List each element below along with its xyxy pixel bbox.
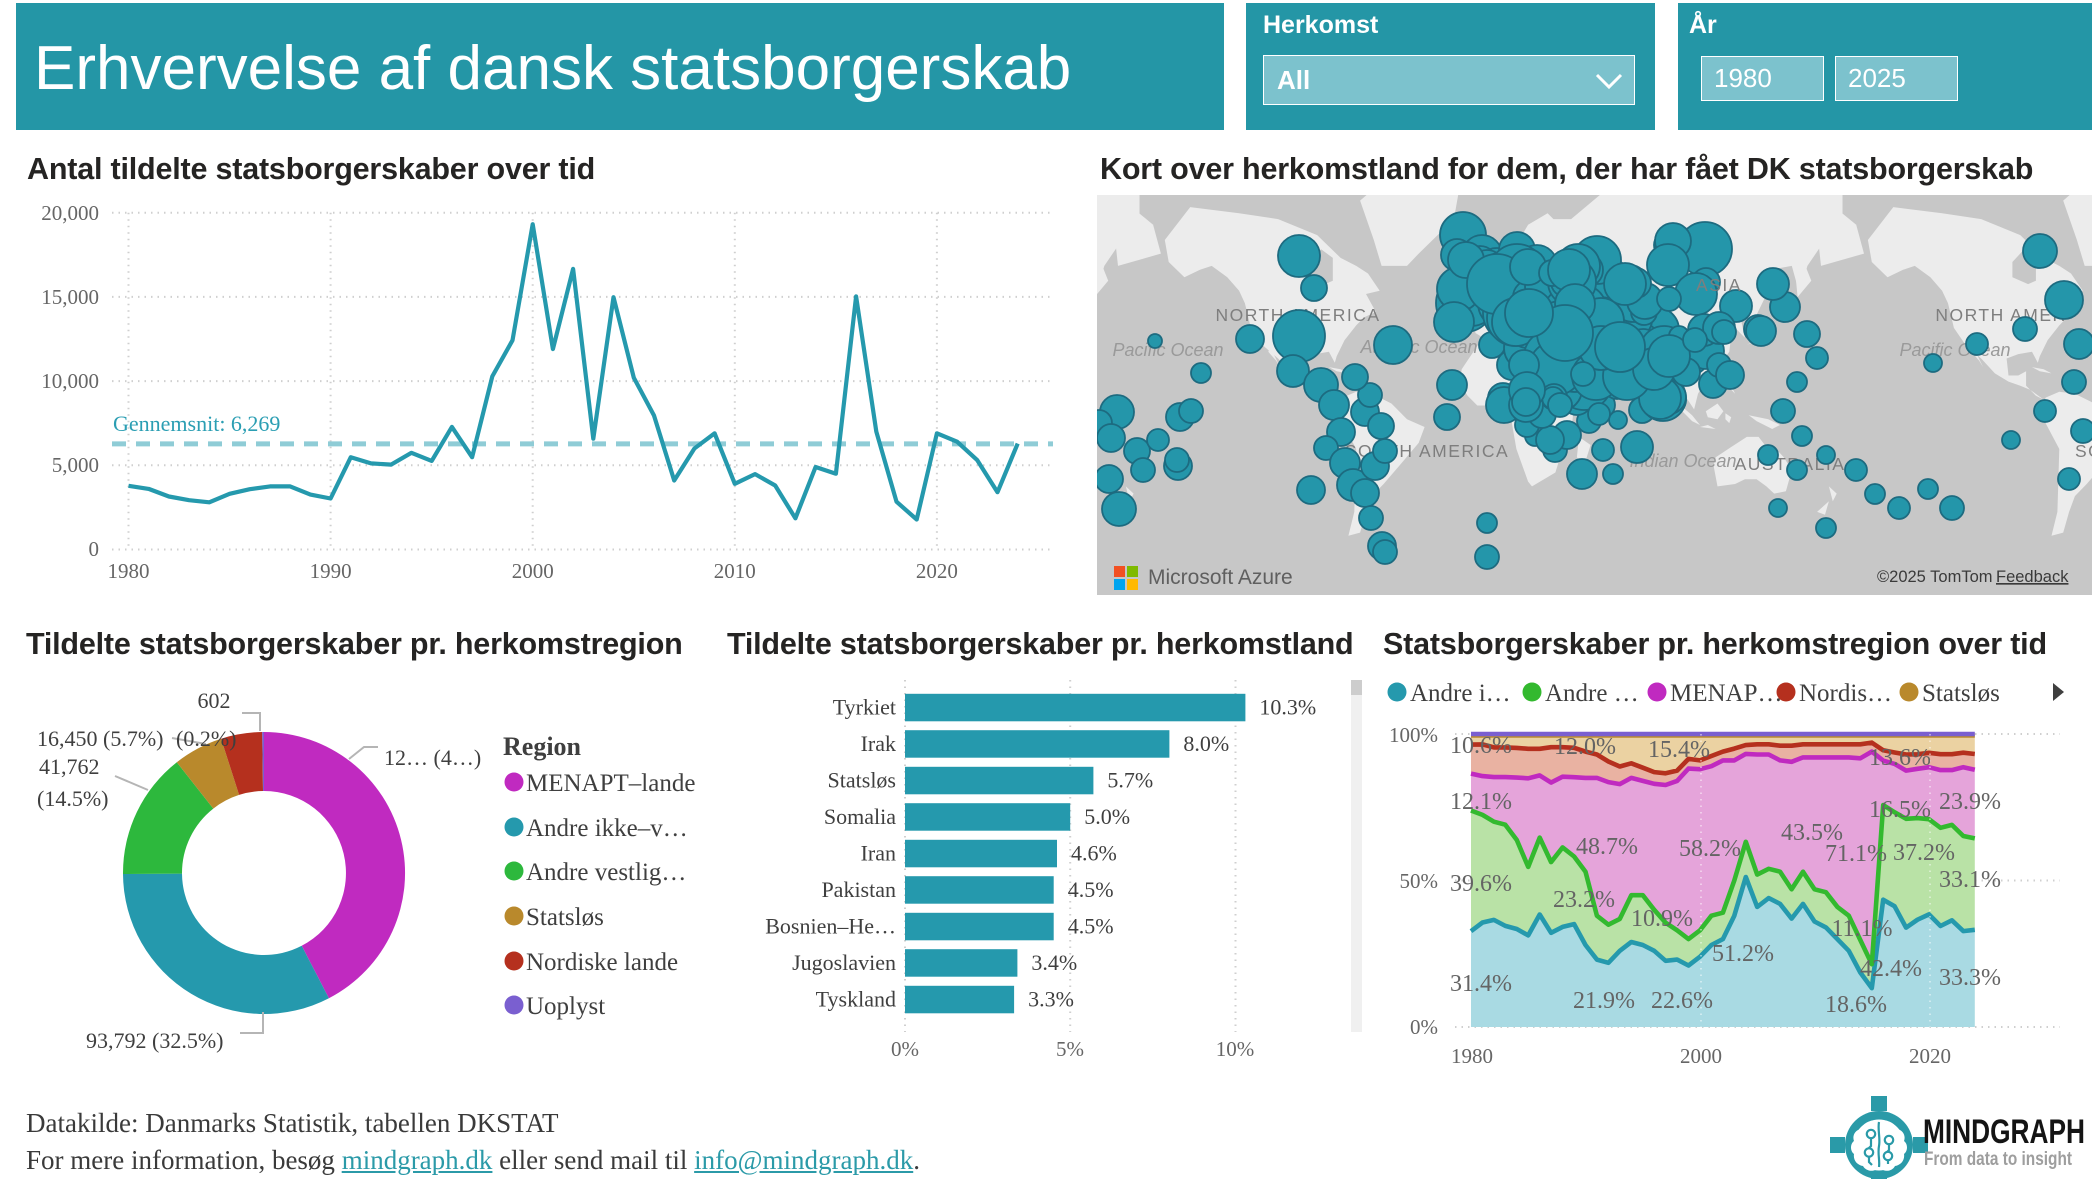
svg-text:51.2%: 51.2% — [1712, 941, 1774, 967]
svg-text:602: 602 — [198, 688, 231, 713]
svg-text:5.7%: 5.7% — [1107, 768, 1153, 793]
svg-text:18.6%: 18.6% — [1825, 992, 1887, 1018]
svg-text:23.9%: 23.9% — [1939, 789, 2001, 815]
svg-text:15,000: 15,000 — [41, 285, 99, 309]
svg-text:12.0%: 12.0% — [1554, 734, 1616, 760]
svg-text:10.3%: 10.3% — [1259, 695, 1316, 720]
svg-text:2010: 2010 — [714, 559, 756, 583]
svg-text:100%: 100% — [1389, 723, 1438, 747]
svg-text:2000: 2000 — [512, 559, 554, 583]
svg-text:Pakistan: Pakistan — [821, 877, 896, 902]
svg-text:1980: 1980 — [1451, 1044, 1493, 1068]
svg-text:2020: 2020 — [916, 559, 958, 583]
svg-text:SO: SO — [2075, 441, 2092, 461]
svg-text:71.1%: 71.1% — [1825, 841, 1887, 867]
svg-text:(14.5%): (14.5%) — [37, 786, 108, 811]
svg-text:4.5%: 4.5% — [1068, 877, 1114, 902]
svg-text:50%: 50% — [1400, 869, 1439, 893]
svg-text:33.1%: 33.1% — [1939, 867, 2001, 893]
svg-text:22.6%: 22.6% — [1651, 988, 1713, 1014]
svg-text:Nordis…: Nordis… — [1799, 680, 1892, 707]
svg-text:Indian Ocean: Indian Ocean — [1629, 451, 1736, 471]
svg-text:Statsløs: Statsløs — [1922, 680, 2000, 707]
svg-text:31.4%: 31.4% — [1450, 971, 1512, 997]
svg-text:Uoplyst: Uoplyst — [526, 993, 605, 1020]
svg-text:ASIA: ASIA — [1696, 275, 1742, 295]
svg-text:Nordiske lande: Nordiske lande — [526, 949, 678, 976]
svg-text:Gennemsnit: 6,269: Gennemsnit: 6,269 — [113, 411, 280, 436]
svg-text:23.2%: 23.2% — [1553, 887, 1615, 913]
svg-text:0%: 0% — [891, 1037, 919, 1061]
svg-text:12.1%: 12.1% — [1450, 789, 1512, 815]
svg-text:(0.2%): (0.2%) — [176, 726, 236, 751]
svg-text:Andre …: Andre … — [1545, 680, 1639, 707]
svg-text:MINDGRAPH: MINDGRAPH — [1923, 1113, 2085, 1151]
svg-text:12… (4…): 12… (4…) — [384, 745, 481, 770]
svg-text:42.4%: 42.4% — [1860, 956, 1922, 982]
svg-text:41,762: 41,762 — [39, 754, 100, 779]
svg-text:16,450 (5.7%): 16,450 (5.7%) — [37, 726, 163, 751]
svg-text:Statsløs: Statsløs — [526, 904, 604, 931]
svg-text:37.2%: 37.2% — [1893, 840, 1955, 866]
svg-text:10,000: 10,000 — [41, 369, 99, 393]
svg-text:MENAPT–lande: MENAPT–lande — [526, 770, 695, 797]
svg-text:Pacific Ocean: Pacific Ocean — [1899, 340, 2010, 360]
svg-text:Region: Region — [503, 732, 582, 761]
svg-text:33.3%: 33.3% — [1939, 965, 2001, 991]
svg-text:Feedback: Feedback — [1996, 568, 2069, 586]
svg-text:2020: 2020 — [1909, 1044, 1951, 1068]
svg-text:15.4%: 15.4% — [1648, 737, 1710, 763]
svg-text:Tyrkiet: Tyrkiet — [833, 695, 896, 720]
svg-text:11.1%: 11.1% — [1831, 916, 1892, 942]
svg-text:Tyskland: Tyskland — [816, 987, 896, 1012]
svg-text:5.0%: 5.0% — [1084, 804, 1130, 829]
svg-text:Andre vestlig…: Andre vestlig… — [526, 859, 686, 886]
svg-text:Irak: Irak — [861, 731, 896, 756]
svg-text:48.7%: 48.7% — [1576, 834, 1638, 860]
svg-text:1990: 1990 — [310, 559, 352, 583]
svg-text:10.6%: 10.6% — [1450, 733, 1512, 759]
svg-text:Pacific Ocean: Pacific Ocean — [1112, 340, 1223, 360]
svg-text:Microsoft Azure: Microsoft Azure — [1148, 566, 1293, 589]
svg-text:2000: 2000 — [1680, 1044, 1722, 1068]
svg-text:20,000: 20,000 — [41, 201, 99, 225]
svg-text:16.5%: 16.5% — [1869, 797, 1931, 823]
svg-text:Andre ikke–v…: Andre ikke–v… — [526, 815, 688, 842]
svg-text:10.9%: 10.9% — [1631, 906, 1693, 932]
svg-text:3.3%: 3.3% — [1028, 987, 1074, 1012]
svg-text:21.9%: 21.9% — [1573, 988, 1635, 1014]
svg-text:43.5%: 43.5% — [1781, 820, 1843, 846]
svg-text:93,792 (32.5%): 93,792 (32.5%) — [86, 1028, 223, 1053]
svg-text:5%: 5% — [1056, 1037, 1084, 1061]
svg-text:Andre i…: Andre i… — [1410, 680, 1511, 707]
svg-text:3.4%: 3.4% — [1031, 950, 1077, 975]
svg-text:0: 0 — [89, 537, 100, 561]
svg-text:4.6%: 4.6% — [1071, 841, 1117, 866]
svg-text:Statsløs: Statsløs — [828, 768, 896, 793]
svg-text:From data to insight: From data to insight — [1924, 1149, 2073, 1170]
svg-text:MENAP…: MENAP… — [1670, 680, 1783, 707]
svg-text:©2025 TomTom: ©2025 TomTom — [1877, 568, 1993, 586]
svg-text:13.6%: 13.6% — [1869, 745, 1931, 771]
svg-text:Somalia: Somalia — [824, 804, 896, 829]
svg-text:0%: 0% — [1410, 1015, 1438, 1039]
svg-text:Jugoslavien: Jugoslavien — [792, 950, 896, 975]
svg-text:58.2%: 58.2% — [1679, 836, 1741, 862]
svg-text:Bosnien–He…: Bosnien–He… — [765, 914, 896, 939]
svg-text:10%: 10% — [1216, 1037, 1255, 1061]
svg-text:5,000: 5,000 — [52, 453, 99, 477]
svg-text:4.5%: 4.5% — [1068, 914, 1114, 939]
svg-text:8.0%: 8.0% — [1183, 731, 1229, 756]
svg-text:1980: 1980 — [108, 559, 150, 583]
svg-text:39.6%: 39.6% — [1450, 871, 1512, 897]
svg-text:Iran: Iran — [861, 841, 896, 866]
